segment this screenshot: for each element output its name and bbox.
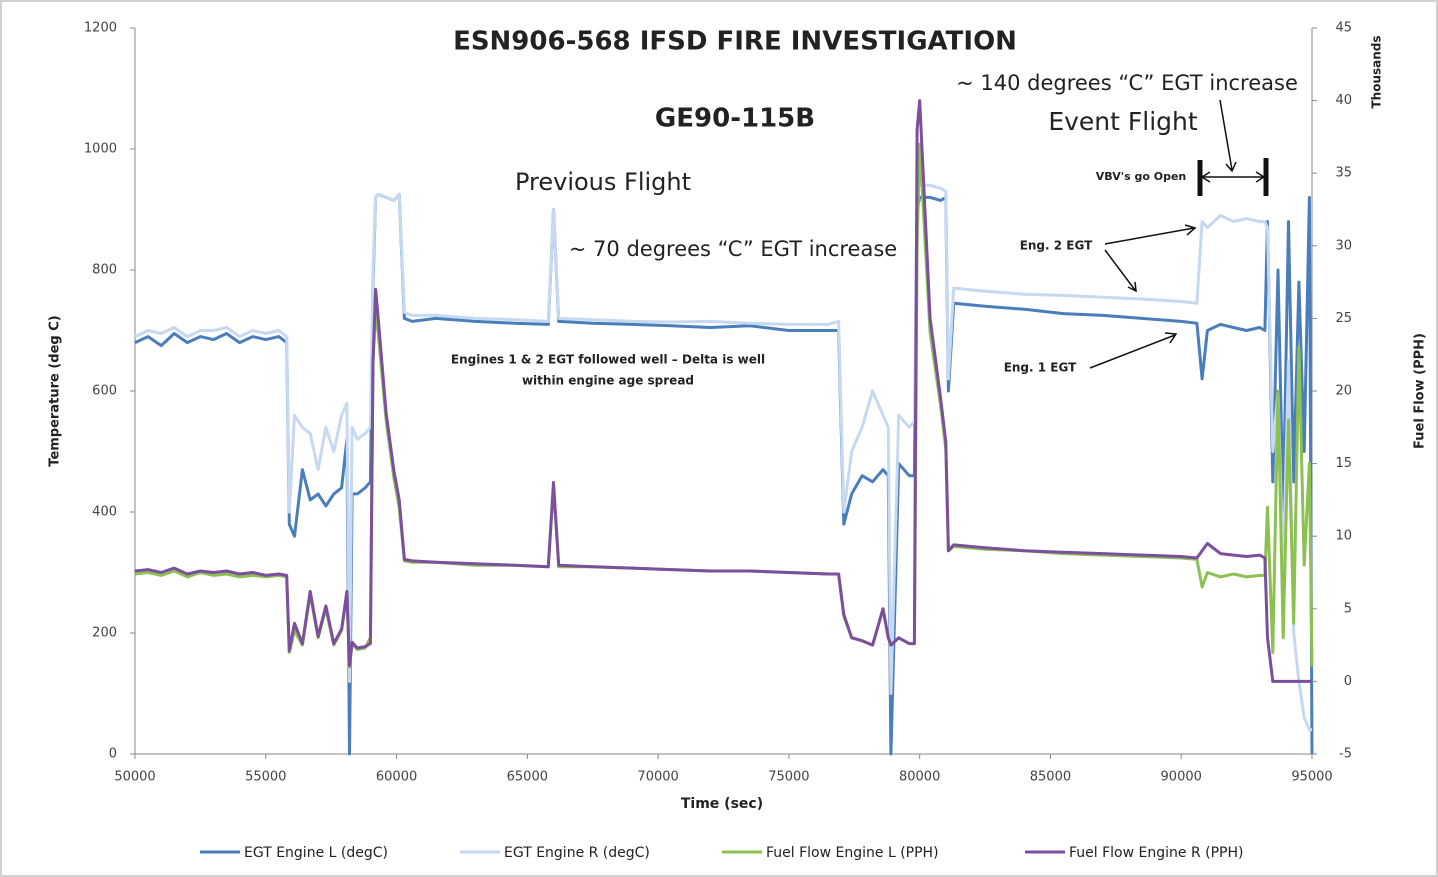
y2-tick-label: 45 bbox=[1335, 21, 1352, 36]
annotation: Event Flight bbox=[1048, 107, 1198, 136]
chart-title: ESN906-568 IFSD FIRE INVESTIGATION bbox=[453, 27, 1017, 57]
annotation: ~ 140 degrees “C” EGT increase bbox=[956, 71, 1298, 95]
annotation: Previous Flight bbox=[515, 168, 691, 196]
y2-tick-label: 5 bbox=[1344, 601, 1352, 616]
x-tick-label: 85000 bbox=[1030, 770, 1071, 785]
y2-tick-label: 30 bbox=[1335, 238, 1352, 253]
y2-tick-label: 25 bbox=[1335, 311, 1352, 326]
x-tick-label: 55000 bbox=[245, 770, 286, 785]
plot-area bbox=[134, 99, 1314, 756]
legend-label: EGT Engine L (degC) bbox=[244, 845, 388, 861]
x-tick-label: 80000 bbox=[899, 770, 940, 785]
y2-axis-label: Fuel Flow (PPH) bbox=[1413, 333, 1428, 449]
y2-tick-label: 10 bbox=[1335, 529, 1352, 544]
annotation: Eng. 1 EGT bbox=[1004, 361, 1077, 375]
y-tick-label: 200 bbox=[92, 626, 117, 641]
x-axis-label: Time (sec) bbox=[681, 796, 763, 812]
x-tick-label: 90000 bbox=[1161, 770, 1202, 785]
x-tick-label: 95000 bbox=[1291, 770, 1332, 785]
y2-tick-label: 20 bbox=[1335, 384, 1352, 399]
series-line bbox=[134, 183, 1312, 732]
y2-tick-label: 15 bbox=[1335, 456, 1352, 471]
x-tick-label: 65000 bbox=[507, 770, 548, 785]
y-tick-label: 0 bbox=[109, 747, 117, 762]
y-axis-label: Temperature (deg C) bbox=[48, 315, 63, 466]
annotation: ~ 70 degrees “C” EGT increase bbox=[569, 237, 897, 261]
y-tick-label: 1000 bbox=[84, 142, 117, 157]
legend-label: EGT Engine R (degC) bbox=[504, 845, 650, 861]
series-line bbox=[134, 192, 1314, 756]
y2-tick-label: 40 bbox=[1335, 93, 1352, 108]
y2-unit-label: Thousands bbox=[1370, 35, 1384, 108]
y-tick-label: 1200 bbox=[84, 21, 117, 36]
x-tick-label: 60000 bbox=[376, 770, 417, 785]
y2-tick-label: 35 bbox=[1335, 166, 1352, 181]
y-tick-label: 400 bbox=[92, 505, 117, 520]
y-tick-label: 800 bbox=[92, 263, 117, 278]
series-line bbox=[134, 99, 1312, 683]
annotation-arrows bbox=[1089, 99, 1269, 369]
x-tick-label: 75000 bbox=[768, 770, 809, 785]
x-tick-label: 70000 bbox=[637, 770, 678, 785]
annotation: Engines 1 & 2 EGT followed well – Delta … bbox=[451, 353, 765, 367]
legend-label: Fuel Flow Engine R (PPH) bbox=[1069, 845, 1243, 861]
annotation: Eng. 2 EGT bbox=[1020, 239, 1093, 253]
y-tick-label: 600 bbox=[92, 384, 117, 399]
annotation: within engine age spread bbox=[522, 374, 694, 388]
y2-tick-label: 0 bbox=[1344, 674, 1352, 689]
chart-subtitle: GE90-115B bbox=[655, 104, 815, 134]
annotation: VBV's go Open bbox=[1096, 170, 1187, 183]
x-tick-label: 50000 bbox=[114, 770, 155, 785]
y2-tick-label: -5 bbox=[1339, 747, 1352, 762]
legend-label: Fuel Flow Engine L (PPH) bbox=[766, 845, 939, 861]
